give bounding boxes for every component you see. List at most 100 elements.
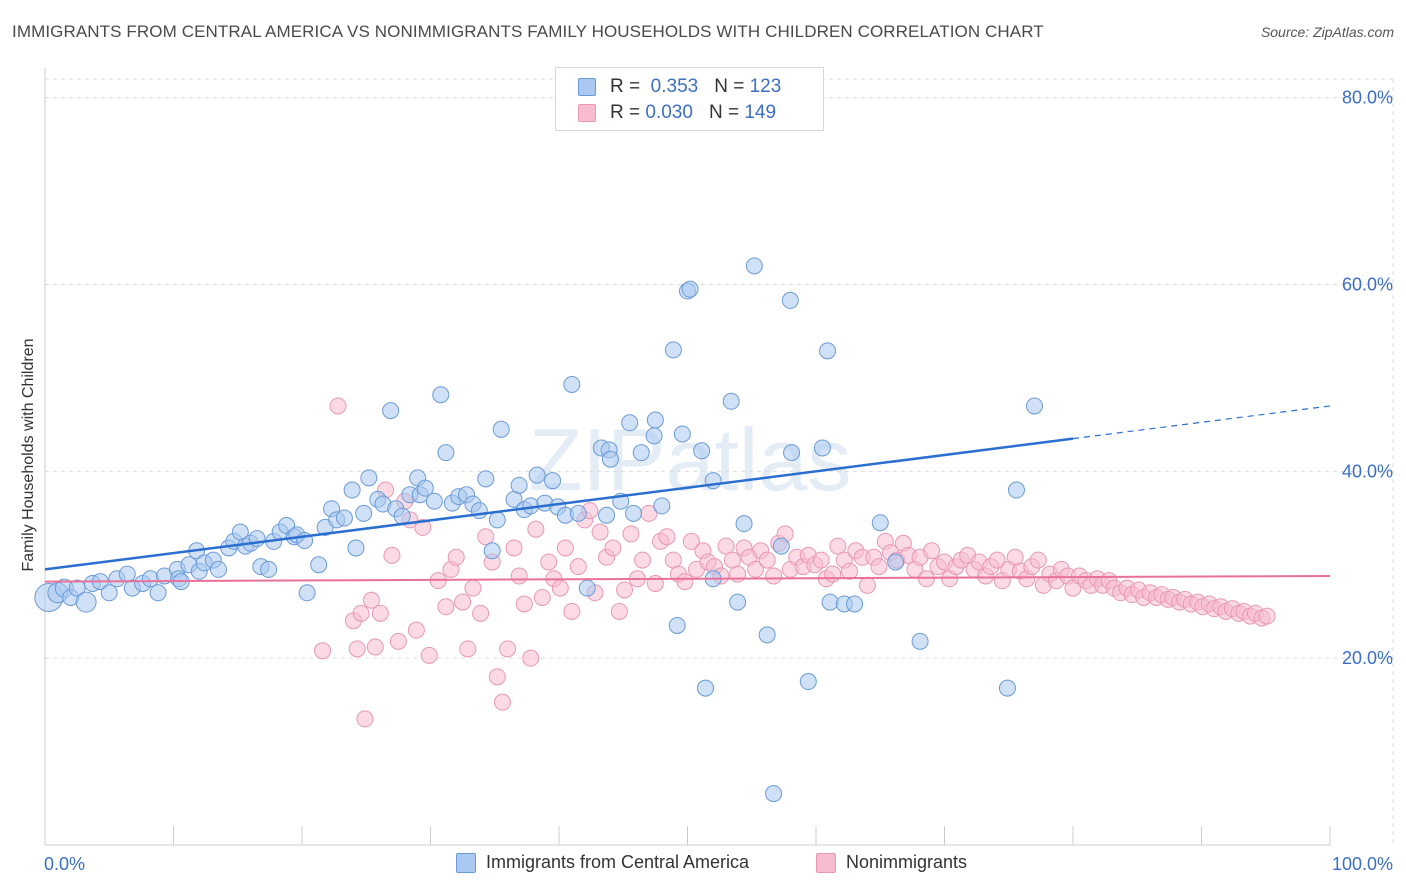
central-america-point — [846, 595, 864, 613]
nonimmigrant-point — [551, 579, 569, 597]
nonimmigrant-point — [829, 537, 847, 555]
nonimmigrant-point — [765, 567, 783, 585]
central-america-point — [696, 679, 714, 697]
central-america-trend-extension — [1072, 405, 1331, 440]
legend-label: Nonimmigrants — [846, 852, 968, 872]
nonimmigrant-point — [477, 528, 495, 546]
central-america-point — [729, 593, 747, 611]
nonimmigrant-point — [472, 604, 490, 622]
source-label: Source: ZipAtlas.com — [1260, 24, 1394, 40]
nonimmigrant-point — [533, 588, 551, 606]
central-america-point — [871, 514, 889, 532]
x-tick-label: 100.0% — [1332, 854, 1393, 874]
nonimmigrant-point — [634, 551, 652, 569]
central-america-point — [664, 341, 682, 359]
central-america-point — [100, 584, 118, 602]
nonimmigrant-point — [383, 546, 401, 564]
axes — [44, 68, 1331, 846]
nonimmigrant-point — [314, 642, 332, 660]
central-america-point — [488, 511, 506, 529]
trend-lines — [44, 405, 1331, 583]
central-america-point — [735, 515, 753, 533]
central-america-point — [347, 539, 365, 557]
nonimmigrant-point — [812, 551, 830, 569]
r-value: 0.030 — [645, 102, 693, 123]
nonimmigrant-point — [522, 649, 540, 667]
central-america-point — [355, 504, 373, 522]
central-america-point — [75, 591, 97, 613]
central-america-point — [310, 556, 328, 574]
nonimmigrants-points — [314, 397, 1276, 728]
central-america-point — [632, 444, 650, 462]
central-america-trend-line — [44, 437, 1074, 571]
nonimmigrant-point — [682, 532, 700, 550]
nonimmigrant-point — [918, 570, 936, 588]
central-america-point — [569, 504, 587, 522]
nonimmigrant-point — [420, 646, 438, 664]
central-america-point — [681, 280, 699, 298]
nonimmigrant-point — [569, 558, 587, 576]
tick-labels: 20.0% 40.0% 60.0% 80.0% 0.0% 100.0% — [44, 88, 1393, 874]
blue-swatch — [578, 78, 596, 96]
nonimmigrant-point — [622, 525, 640, 543]
nonimmigrant-point — [824, 565, 842, 583]
n-value: 149 — [744, 102, 777, 123]
central-america-point — [758, 626, 776, 644]
nonimmigrant-point — [747, 560, 765, 578]
nonimmigrant-point — [604, 539, 622, 557]
legend-item-central-america[interactable]: Immigrants from Central America — [456, 852, 749, 873]
nonimmigrant-point — [329, 397, 347, 415]
watermark: ZIPatlas — [529, 410, 852, 509]
central-america-point — [621, 414, 639, 432]
central-america-point — [437, 444, 455, 462]
n-value: 123 — [749, 76, 782, 97]
nonimmigrant-point — [464, 579, 482, 597]
n-label: N = — [708, 102, 740, 123]
y-tick-label: 60.0% — [1342, 275, 1393, 295]
nonimmigrant-point — [610, 602, 628, 620]
legend-item-nonimmigrants[interactable]: Nonimmigrants — [816, 852, 967, 873]
central-america-point — [149, 584, 167, 602]
chart-title: IMMIGRANTS FROM CENTRAL AMERICA VS NONIM… — [12, 22, 1044, 41]
nonimmigrant-point — [414, 518, 432, 536]
nonimmigrant-point — [870, 558, 888, 576]
nonimmigrant-point — [459, 640, 477, 658]
central-america-point — [483, 542, 501, 560]
central-america-point — [745, 257, 763, 275]
central-america-point — [343, 481, 361, 499]
correlation-legend: R = 0.353 N = 123 R = 0.030 N = 149 — [555, 67, 824, 131]
central-america-point — [393, 507, 411, 525]
central-america-point — [335, 509, 353, 527]
central-america-point — [432, 386, 450, 404]
n-label: N = — [714, 76, 745, 97]
x-tick-label: 0.0% — [44, 854, 85, 874]
y-tick-label: 40.0% — [1342, 461, 1393, 481]
central-america-point — [470, 502, 488, 520]
central-america-point — [492, 420, 510, 438]
central-america-point — [416, 479, 434, 497]
nonimmigrant-point — [366, 638, 384, 656]
central-america-point — [653, 497, 671, 515]
nonimmigrant-point — [454, 593, 472, 611]
r-label: R = — [610, 102, 641, 123]
central-america-point — [68, 579, 86, 597]
nonimmigrant-point — [591, 523, 609, 541]
nonimmigrant-point — [988, 551, 1006, 569]
nonimmigrant-point — [1258, 607, 1276, 625]
central-america-point — [772, 537, 790, 555]
nonimmigrant-point — [1029, 551, 1047, 569]
nonimmigrant-point — [717, 537, 735, 555]
central-america-point — [510, 476, 528, 494]
nonimmigrant-point — [858, 576, 876, 594]
nonimmigrant-point — [348, 640, 366, 658]
central-america-point — [360, 469, 378, 487]
central-america-point — [783, 444, 801, 462]
nonimmigrant-point — [389, 632, 407, 650]
nonimmigrant-point — [437, 598, 455, 616]
central-america-point — [645, 427, 663, 445]
y-tick-label: 80.0% — [1342, 88, 1393, 108]
nonimmigrant-point — [923, 542, 941, 560]
nonimmigrant-point — [540, 553, 558, 571]
central-america-point — [813, 439, 831, 457]
central-america-point — [563, 375, 581, 393]
